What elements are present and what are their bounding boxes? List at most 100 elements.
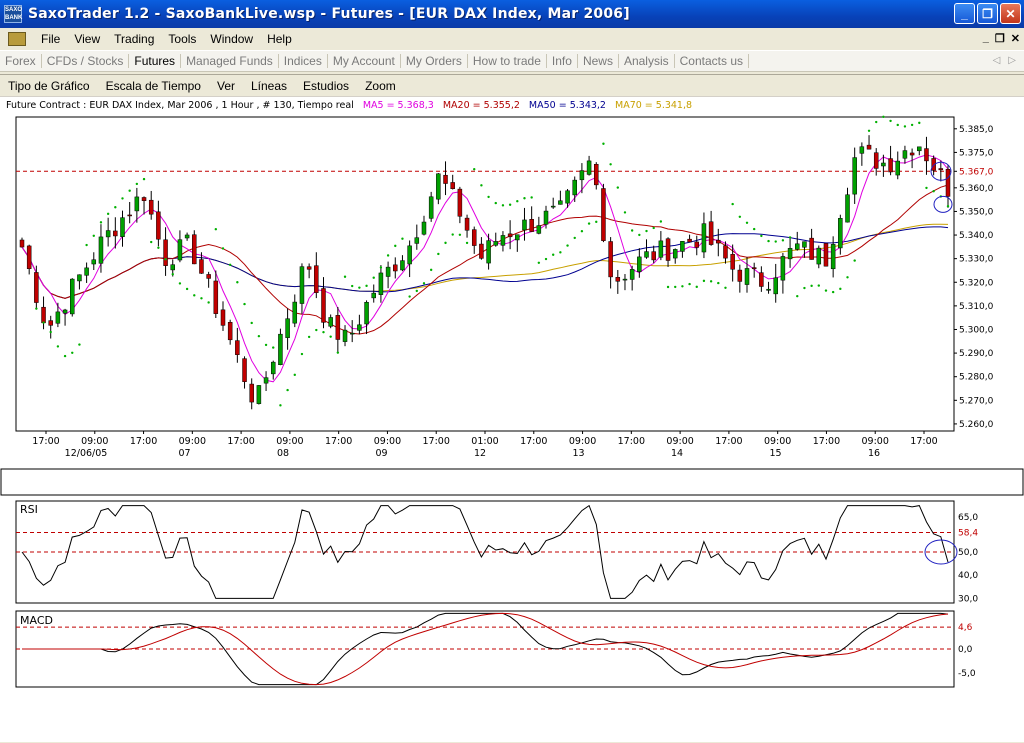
x-time-label: 01:00: [471, 436, 498, 447]
nav-news[interactable]: News: [578, 54, 619, 68]
candle-body: [407, 245, 412, 265]
sar-dot: [365, 284, 368, 288]
candle-body: [572, 179, 577, 196]
menu-tools[interactable]: Tools: [168, 32, 197, 46]
nav-tabs: Forex CFDs / Stocks Futures Managed Fund…: [0, 50, 1024, 72]
x-time-label: 09:00: [569, 436, 596, 447]
candle-body: [134, 196, 140, 212]
sar-dot: [652, 226, 655, 230]
volume-panel-frame: [0, 468, 1024, 496]
candle-body: [924, 148, 929, 162]
chart-menu-zoom[interactable]: Zoom: [365, 78, 396, 93]
chart-menu-studies[interactable]: Estudios: [303, 78, 350, 93]
chart-window-icon[interactable]: [8, 32, 26, 46]
sar-dot: [494, 201, 497, 205]
candle-body: [543, 210, 549, 225]
sar-dot: [422, 282, 426, 285]
candle-body: [873, 152, 879, 169]
candle-body: [780, 256, 786, 281]
sar-dot: [925, 186, 928, 190]
minimize-button[interactable]: _: [954, 3, 975, 24]
candle-body: [105, 230, 111, 238]
candle-body: [84, 267, 89, 276]
close-button[interactable]: ✕: [1000, 3, 1021, 24]
mdi-minimize-button[interactable]: _: [982, 32, 989, 44]
menu-view[interactable]: View: [74, 32, 101, 46]
candle-body: [120, 217, 125, 237]
sar-dot: [630, 229, 634, 232]
sar-dot: [609, 163, 612, 166]
x-time-label: 17:00: [32, 436, 59, 447]
menu-file[interactable]: File: [41, 32, 61, 46]
mdi-close-button[interactable]: ✕: [1010, 33, 1020, 45]
sar-dot: [501, 204, 505, 207]
candle-body: [500, 235, 506, 246]
scroll-right-icon[interactable]: ▷: [1008, 55, 1016, 66]
candle-body: [586, 160, 592, 175]
sar-dot: [71, 351, 74, 354]
candle-body: [393, 264, 398, 272]
candle-body: [694, 241, 700, 248]
candle-body: [529, 219, 534, 232]
sar-dot: [846, 276, 849, 279]
mdi-restore-button[interactable]: ❐: [994, 33, 1005, 45]
nav-forex[interactable]: Forex: [0, 54, 42, 68]
candle-body: [256, 385, 262, 404]
sar-dot: [372, 276, 375, 279]
candle-body: [644, 251, 649, 258]
sar-dot: [193, 294, 196, 297]
rsi-y-tick-label: 58,4: [958, 529, 978, 539]
nav-futures[interactable]: Futures: [129, 54, 182, 68]
sar-dot: [875, 120, 878, 124]
candle-body: [378, 272, 384, 295]
menu-help[interactable]: Help: [267, 32, 292, 46]
sar-dot: [580, 230, 584, 233]
nav-contacts-us[interactable]: Contacts us: [675, 54, 750, 68]
sar-dot: [781, 239, 785, 242]
menu-window[interactable]: Window: [210, 32, 254, 46]
sar-dot: [709, 280, 713, 283]
menu-trading[interactable]: Trading: [114, 32, 155, 46]
x-time-label: 17:00: [813, 436, 840, 447]
sar-dot: [810, 284, 813, 288]
candle-body: [220, 309, 226, 326]
candle-body: [680, 241, 685, 252]
candle-body: [55, 311, 61, 324]
candle-body: [730, 254, 735, 270]
chart-menu-chart-type[interactable]: Tipo de Gráfico: [8, 78, 90, 93]
sar-dot: [42, 321, 45, 324]
chart-menu-time-scale[interactable]: Escala de Tiempo: [105, 78, 201, 93]
nav-how-to-trade[interactable]: How to trade: [468, 54, 547, 68]
nav-managed-funds[interactable]: Managed Funds: [181, 54, 279, 68]
candle-body: [306, 266, 312, 270]
candle-body: [156, 211, 161, 240]
sar-dot: [903, 125, 907, 128]
sar-dot: [487, 195, 490, 199]
candle-body: [608, 241, 613, 278]
sar-dot: [882, 115, 885, 119]
nav-analysis[interactable]: Analysis: [619, 54, 675, 68]
nav-indices[interactable]: Indices: [279, 54, 328, 68]
nav-info[interactable]: Info: [547, 54, 578, 68]
nav-cfds-stocks[interactable]: CFDs / Stocks: [42, 54, 130, 68]
chart-menu-view[interactable]: Ver: [216, 78, 235, 93]
candle-body: [342, 329, 348, 342]
scroll-left-icon[interactable]: ◁: [992, 55, 1001, 66]
chart-canvas[interactable]: 5.385,0 5.375,0 5.367,0 5.360,0 5.350,0 5.340…: [0, 75, 1024, 743]
nav-my-orders[interactable]: My Orders: [401, 54, 468, 68]
chart-info-line: Future Contract : EUR DAX Index, Mar 200…: [6, 100, 698, 111]
sar-dot: [207, 301, 210, 304]
sar-dot: [307, 335, 311, 339]
candle-body: [285, 318, 290, 338]
sar-dot: [236, 281, 239, 284]
rsi-y-tick-label: 40,0: [958, 571, 978, 581]
candle-body: [802, 241, 807, 248]
sar-dot: [860, 147, 864, 150]
price-y-tick-label: 5.300,0: [959, 325, 994, 335]
sar-dot: [745, 221, 749, 224]
nav-my-account[interactable]: My Account: [328, 54, 401, 68]
ma20-line: [21, 184, 949, 335]
sar-dot: [559, 251, 562, 254]
restore-button[interactable]: ❐: [977, 3, 998, 24]
chart-menu-lines[interactable]: Líneas: [251, 78, 288, 93]
